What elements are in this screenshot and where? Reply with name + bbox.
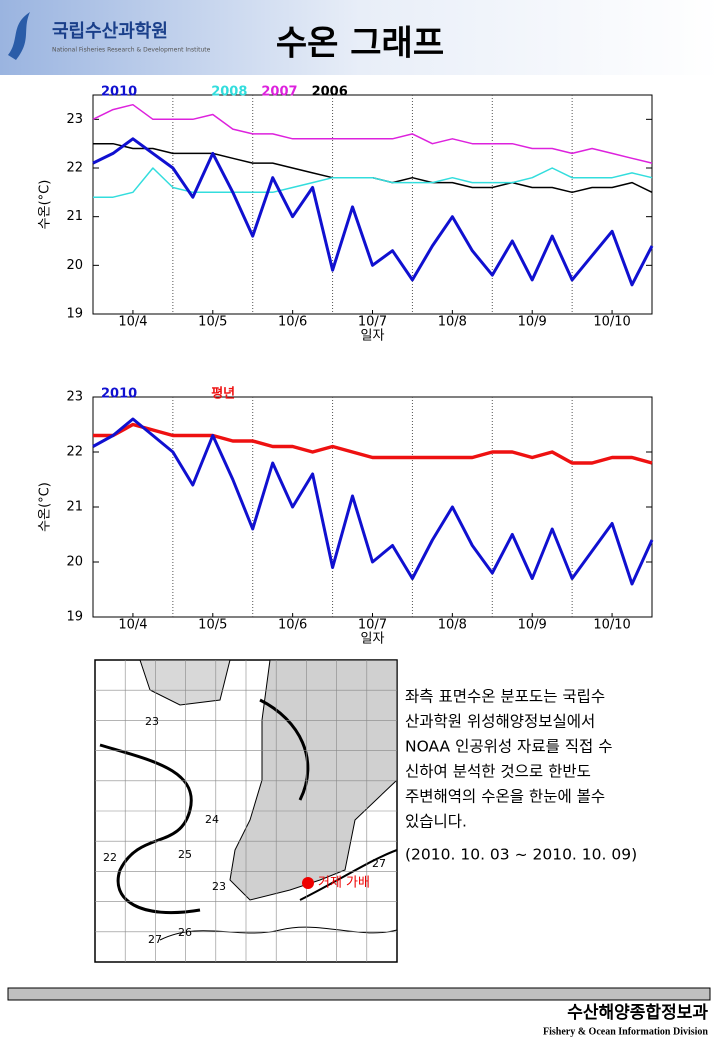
header-band [0, 0, 720, 75]
description-line: NOAA 인공위성 자료를 직접 수 [405, 738, 612, 756]
station-label: 거제 가배 [318, 876, 370, 891]
contour-label: 22 [103, 851, 117, 864]
legend-entry: 평년 [211, 386, 235, 402]
x-tick-label: 10/9 [518, 618, 547, 633]
x-tick-label: 10/5 [198, 315, 227, 330]
y-tick-label: 20 [66, 258, 83, 273]
x-axis-label: 일자 [361, 632, 385, 647]
x-tick-label: 10/7 [358, 315, 387, 330]
y-tick-label: 23 [66, 390, 83, 405]
series-line [92, 103, 653, 164]
footer-division-en: Fishery & Ocean Information Division [543, 1026, 708, 1037]
x-tick-label: 10/10 [593, 618, 630, 633]
plot-frame [92, 396, 653, 618]
x-tick-label: 10/5 [198, 618, 227, 633]
plot-frame [92, 94, 653, 315]
station-marker [302, 877, 314, 889]
y-tick-label: 20 [66, 555, 83, 570]
map: 23 24 25 22 23 26 27 27 거제 가배 [94, 659, 398, 963]
logo-subtitle: National Fisheries Research & Developmen… [52, 47, 211, 54]
x-axis-label: 일자 [361, 329, 385, 344]
y-tick-label: 21 [66, 500, 83, 515]
contour [99, 743, 201, 915]
logo-name: 국립수산과학원 [52, 20, 168, 42]
x-tick-label: 10/7 [358, 618, 387, 633]
x-tick-label: 10/6 [278, 315, 307, 330]
x-tick-label: 10/8 [438, 618, 467, 633]
series-line [93, 142, 653, 194]
description-line: 주변해역의 수온을 한눈에 볼수 [405, 788, 605, 806]
contour-label: 25 [178, 848, 192, 861]
logo-icon [8, 12, 30, 60]
y-tick-label: 21 [66, 209, 83, 224]
x-tick-label: 10/8 [438, 315, 467, 330]
description-line: 신하여 분석한 것으로 한반도 [405, 763, 591, 781]
contour [259, 698, 310, 801]
contour-label: 24 [205, 813, 219, 826]
y-tick-label: 22 [66, 445, 83, 460]
contour-label: 26 [178, 926, 192, 939]
charts: 19 20 21 22 23 10/4 10/5 10/6 10/7 10/8 10/9 10/10 일… [38, 85, 654, 647]
page-title: 수온 그래프 [276, 24, 444, 64]
legend-entry: 2007 [261, 85, 297, 100]
x-tick-label: 10/6 [278, 618, 307, 633]
legend-entry: 2008 [211, 85, 247, 100]
x-tick-label: 10/9 [518, 315, 547, 330]
x-tick-label: 10/4 [118, 315, 147, 330]
description-period: (2010. 10. 03 ~ 2010. 10. 09) [405, 846, 637, 864]
y-tick-label: 19 [66, 307, 83, 322]
legend-entry: 2010 [101, 387, 137, 402]
description: 좌측 표면수온 분포도는 국립수 산과학원 위성해양정보실에서 NOAA 인공위… [405, 688, 637, 864]
footer-bar [7, 987, 711, 1001]
y-axis-label: 수온(°C) [38, 482, 53, 532]
x-tick-label: 10/10 [593, 315, 630, 330]
y-tick-label: 19 [66, 610, 83, 625]
contour-label: 27 [148, 933, 162, 946]
description-line: 있습니다. [405, 813, 467, 831]
y-axis-label: 수온(°C) [38, 180, 53, 230]
legend-entry: 2006 [312, 85, 348, 100]
contour-label: 27 [372, 857, 386, 870]
map-grid [95, 660, 397, 962]
contour [159, 926, 398, 941]
description-line: 산과학원 위성해양정보실에서 [405, 713, 595, 731]
land [139, 659, 231, 706]
x-tick-label: 10/4 [118, 618, 147, 633]
description-line: 좌측 표면수온 분포도는 국립수 [405, 688, 605, 706]
footer-division: 수산해양종합정보과 [567, 1002, 708, 1023]
land [229, 659, 398, 901]
series-line [93, 422, 653, 465]
series-line [92, 137, 654, 287]
y-tick-label: 22 [66, 161, 83, 176]
contour-label: 23 [145, 715, 159, 728]
contour-label: 23 [212, 880, 226, 893]
y-tick-label: 23 [66, 112, 83, 127]
series-line [93, 167, 653, 198]
legend-entry: 2010 [101, 85, 137, 100]
series-line [92, 417, 654, 586]
